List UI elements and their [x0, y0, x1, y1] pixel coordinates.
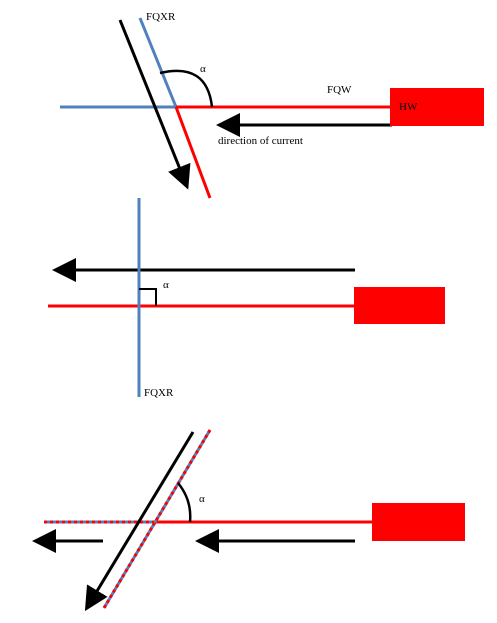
right-angle-marker	[139, 289, 156, 306]
panel-2: α FQXR	[48, 198, 445, 399]
alpha-label: α	[163, 279, 169, 291]
hw-label: HW	[399, 101, 418, 113]
black-diagonal-arrow	[88, 432, 193, 606]
alpha-label: α	[199, 493, 205, 505]
panel-1: FQXR α FQW HW direction of current	[60, 11, 484, 198]
fqw-label: FQW	[327, 84, 352, 96]
direction-label: direction of current	[218, 135, 303, 147]
blue-diagonal-line	[140, 18, 176, 107]
panel-3: α	[38, 430, 465, 608]
alpha-arc	[178, 483, 190, 522]
black-diagonal-arrow	[120, 20, 186, 184]
alpha-label: α	[200, 63, 206, 75]
red-box	[354, 287, 445, 324]
fqxr-label: FQXR	[144, 387, 174, 399]
fqxr-label: FQXR	[146, 11, 176, 23]
red-diagonal-line	[176, 107, 210, 198]
red-diagonal-overlay	[104, 430, 210, 608]
red-box	[372, 503, 465, 541]
